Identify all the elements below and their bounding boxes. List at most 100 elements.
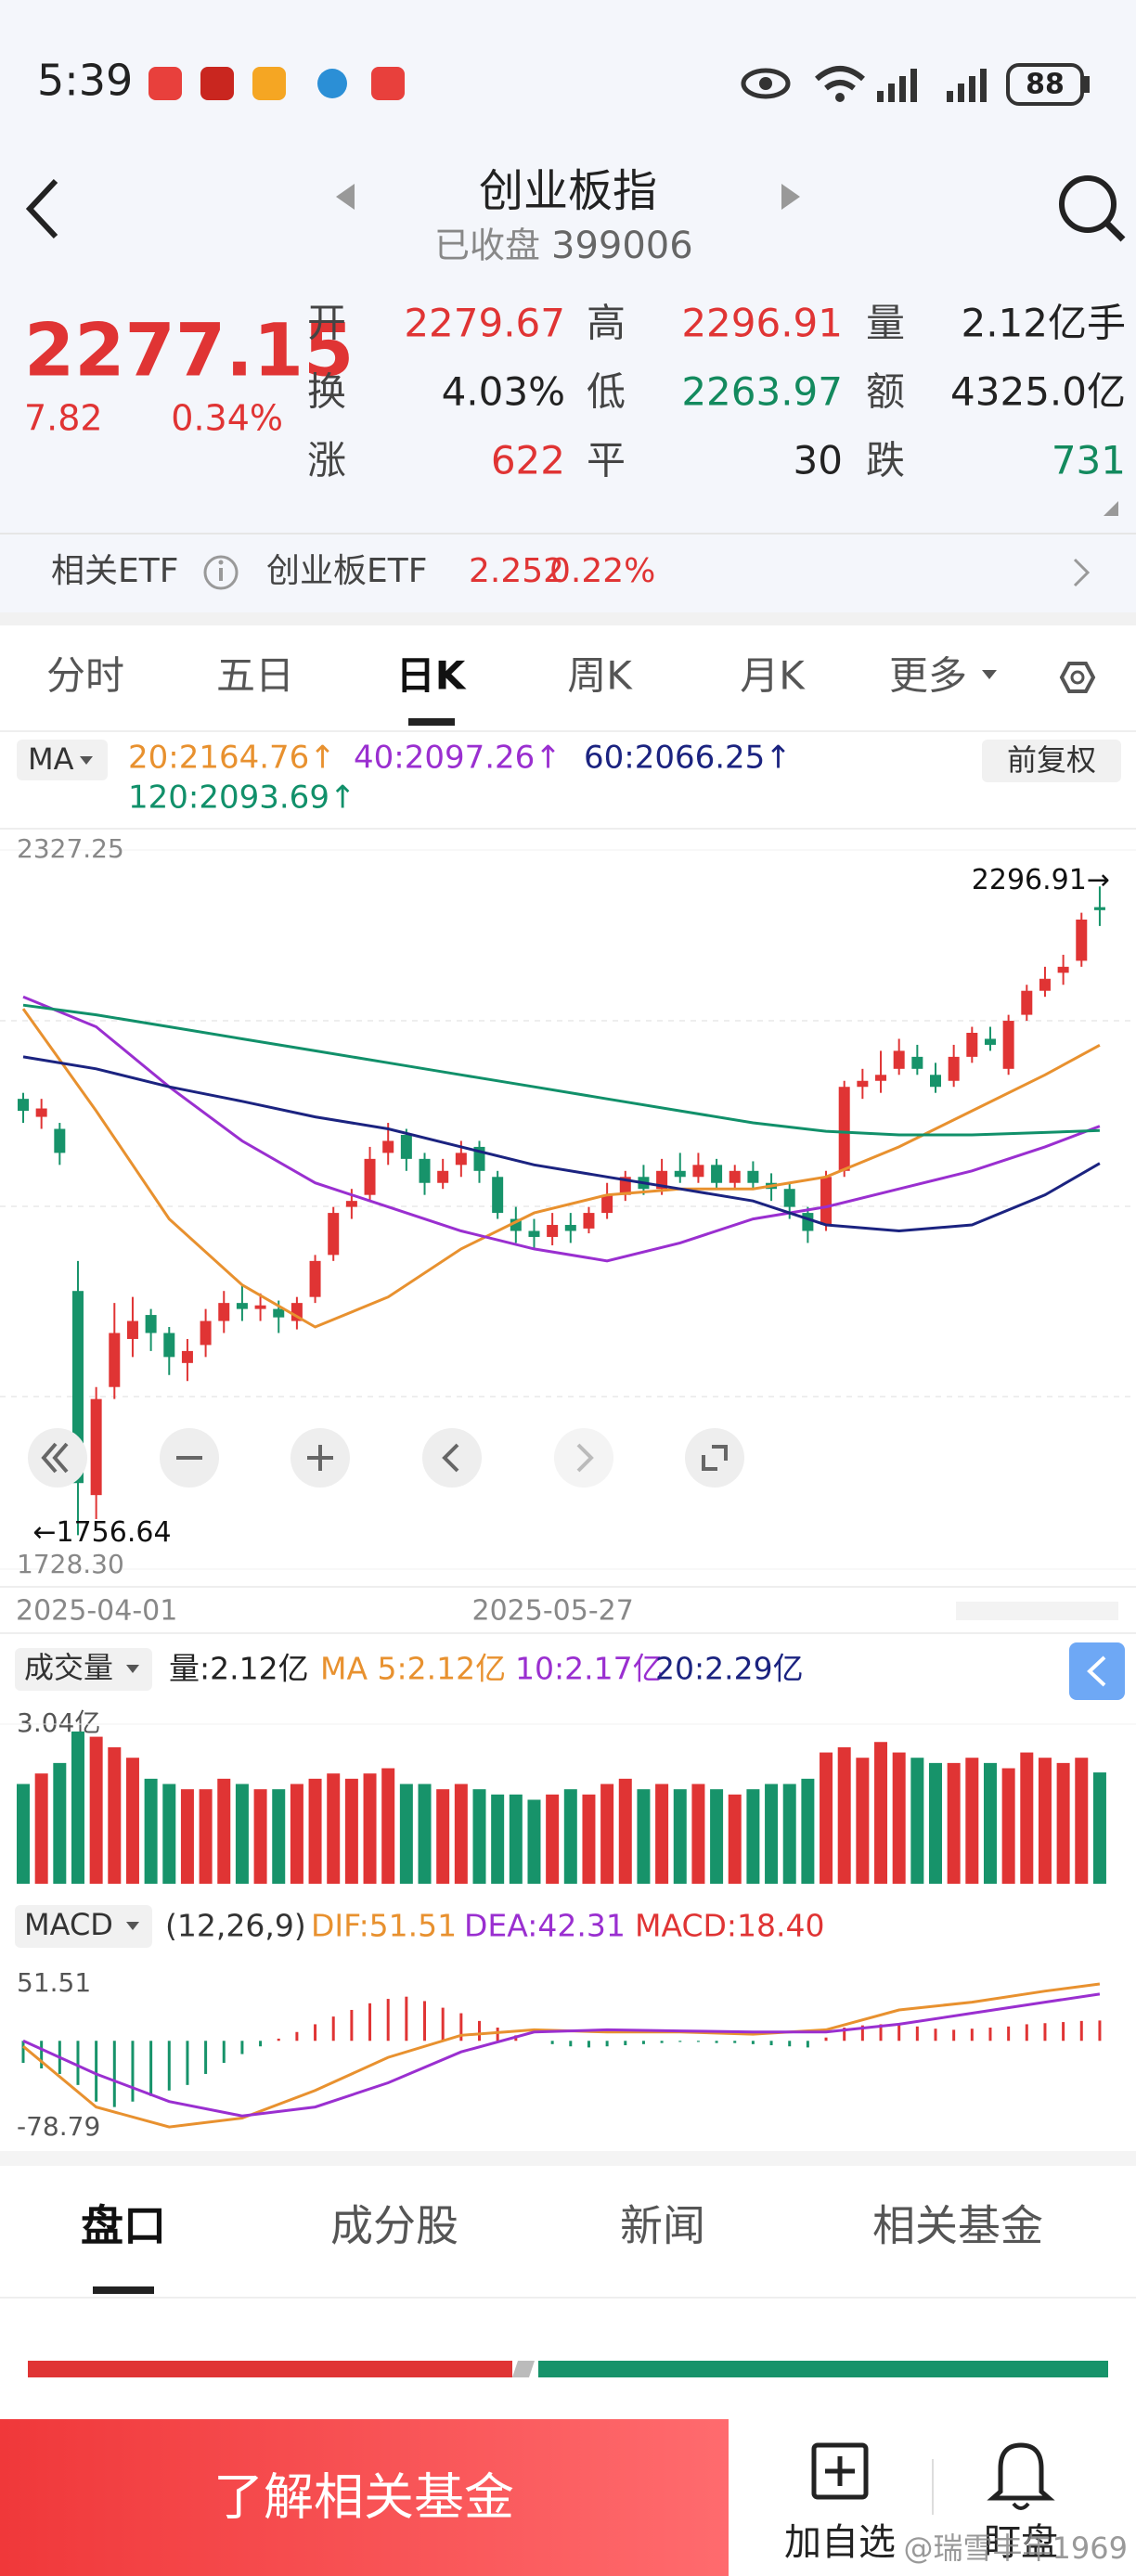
- tab-underline: [93, 2286, 154, 2294]
- volume-bar: [655, 1784, 669, 1884]
- etf-arrow[interactable]: [1073, 558, 1091, 587]
- volume-bar: [874, 1742, 888, 1884]
- volume-bar: [454, 1784, 468, 1884]
- macd-label: MACD: [24, 1907, 113, 1942]
- candle-body: [109, 1333, 121, 1387]
- legend-entry: 20:2164.76↑: [128, 740, 336, 777]
- ma-line: [22, 1003, 1100, 1137]
- tab[interactable]: 分时: [46, 653, 124, 699]
- field-value: 30: [794, 438, 843, 483]
- tab[interactable]: 月K: [740, 653, 806, 699]
- low-label: ←1756.64: [32, 1516, 171, 1549]
- bottom-tab[interactable]: 相关基金: [872, 2201, 1043, 2251]
- volume-bar: [691, 1784, 705, 1884]
- candle-body: [674, 1170, 686, 1178]
- macd-box[interactable]: [15, 1905, 152, 1948]
- tab-underline: [408, 718, 455, 726]
- flat-bar: [512, 2361, 535, 2377]
- field-label: 开: [307, 301, 346, 346]
- macd-legend: MACD:18.40: [635, 1908, 825, 1944]
- candle-body: [893, 1050, 905, 1069]
- y-tick-label: 51.51: [17, 1967, 91, 1998]
- field-label: 涨: [307, 438, 346, 483]
- band: [0, 2151, 1136, 2166]
- fund-button[interactable]: [0, 2419, 729, 2576]
- volume-bar: [910, 1758, 924, 1884]
- volume-bar: [546, 1794, 560, 1884]
- fund-button-label: 了解相关基金: [213, 2468, 514, 2527]
- etf-price: 2.252: [469, 552, 564, 590]
- candle-body: [711, 1165, 723, 1183]
- bottom-tab[interactable]: 新闻: [620, 2201, 705, 2251]
- field-value: 2296.91: [681, 301, 843, 346]
- tab[interactable]: 更多: [889, 653, 967, 699]
- add-label[interactable]: 加自选: [784, 2521, 896, 2564]
- tab[interactable]: 周K: [567, 653, 633, 699]
- bottom-tab[interactable]: 成分股: [330, 2201, 458, 2251]
- y-tick-label: -78.79: [17, 2111, 100, 2142]
- candle-body: [309, 1260, 321, 1297]
- candle-body: [236, 1303, 248, 1309]
- search[interactable]: [1059, 175, 1126, 242]
- watermark: @瑞雪丰年1969: [904, 2531, 1128, 2566]
- volume-bar: [53, 1762, 67, 1884]
- y-tick-label: 1728.30: [17, 1549, 124, 1579]
- info-icon[interactable]: [203, 555, 239, 590]
- settings[interactable]: [1059, 662, 1096, 693]
- status-icons: [741, 63, 1090, 106]
- tab[interactable]: 五日: [216, 653, 294, 699]
- volume-bar: [199, 1789, 213, 1884]
- volume-bar: [17, 1784, 30, 1884]
- field-label: 量: [866, 301, 905, 346]
- volume-bar: [1001, 1768, 1015, 1884]
- candle-body: [181, 1350, 193, 1363]
- add-icon[interactable]: [811, 2442, 869, 2500]
- side-tab[interactable]: [1069, 1642, 1125, 1700]
- ma-box[interactable]: [17, 740, 108, 780]
- tab[interactable]: 日K: [396, 653, 467, 699]
- more-caret: [982, 670, 997, 679]
- bell-icon[interactable]: [987, 2442, 1055, 2510]
- vol-box[interactable]: [15, 1648, 152, 1691]
- change-pct: 0.34%: [171, 398, 283, 439]
- field-label: 跌: [866, 438, 905, 483]
- y-tick-label: 2327.25: [17, 833, 124, 864]
- volume-bar: [125, 1758, 139, 1884]
- field-label: 高: [587, 301, 626, 346]
- candle-body: [747, 1170, 759, 1183]
- back[interactable]: [25, 178, 58, 239]
- candle-body: [437, 1170, 449, 1183]
- volume-bar: [144, 1778, 158, 1884]
- candle-body: [930, 1075, 941, 1088]
- candle-body: [254, 1305, 266, 1309]
- price: 2277.15: [24, 309, 354, 393]
- candle-body: [601, 1194, 613, 1214]
- ma-label: MA: [28, 741, 74, 777]
- adjust: 前复权: [1007, 742, 1096, 778]
- candle-body: [273, 1308, 285, 1318]
- watch-label[interactable]: 盯盘: [984, 2521, 1058, 2564]
- ma-line: [22, 995, 1101, 1263]
- volume-bar: [509, 1794, 523, 1884]
- candle-body: [564, 1225, 576, 1231]
- field-value: 2.12亿手: [961, 301, 1126, 346]
- candle-body: [783, 1189, 795, 1207]
- volume-bar: [892, 1752, 906, 1884]
- prev[interactable]: [336, 184, 355, 210]
- chart-controls[interactable]: [28, 1428, 744, 1488]
- adjust-box[interactable]: [982, 740, 1121, 782]
- volume-bar: [837, 1746, 851, 1884]
- volume-bar: [1056, 1762, 1070, 1884]
- change: 7.82: [24, 398, 103, 439]
- volume-bar: [1038, 1758, 1052, 1884]
- down-bar: [538, 2361, 1108, 2377]
- candle-body: [948, 1056, 960, 1081]
- code: 399006: [551, 225, 693, 267]
- field-label: 额: [866, 369, 905, 415]
- scroll: [956, 1602, 1118, 1620]
- bottom-tab[interactable]: 盘口: [81, 2201, 166, 2251]
- volume-bar: [1092, 1772, 1106, 1884]
- candle-body: [126, 1320, 138, 1339]
- next[interactable]: [781, 184, 800, 210]
